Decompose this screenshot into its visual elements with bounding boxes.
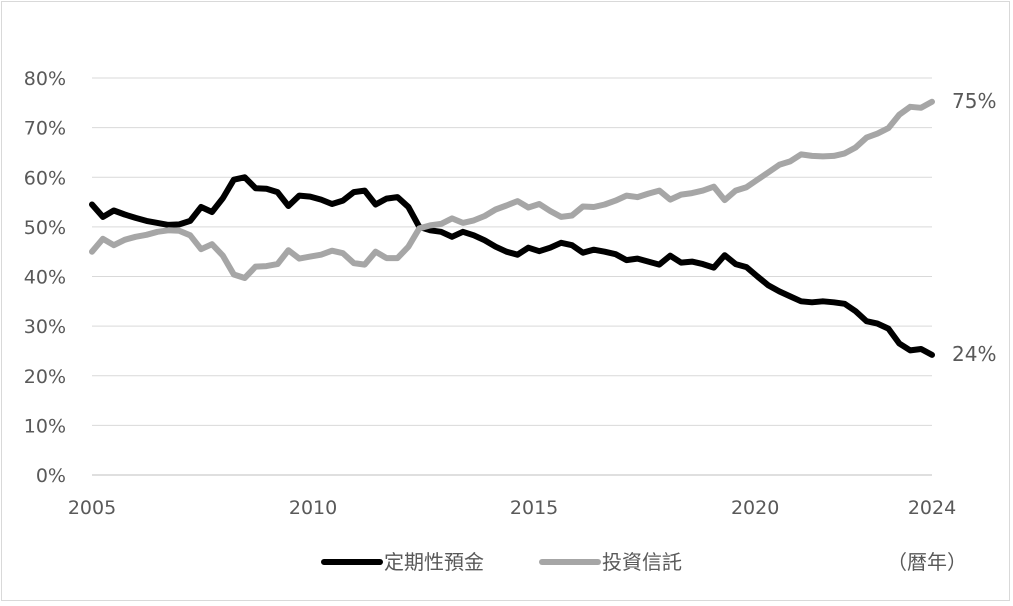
y-tick-label: 50%	[24, 217, 66, 239]
x-tick-label: 2005	[68, 497, 116, 519]
x-axis-unit-label: （暦年）	[887, 550, 967, 574]
series-end-label: 24%	[952, 342, 996, 366]
x-tick-label: 2020	[731, 497, 779, 519]
x-tick-label: 2024	[908, 497, 956, 519]
y-axis-ticks: 0% 10% 20% 30% 40% 50% 60% 70% 80%	[24, 68, 66, 487]
y-tick-label: 80%	[24, 68, 66, 90]
series-end-labels: 24% 75%	[952, 89, 996, 366]
legend: 定期性預金 投資信託	[321, 550, 682, 574]
y-tick-label: 20%	[24, 366, 66, 388]
x-tick-label: 2015	[510, 497, 558, 519]
legend-label: 定期性預金	[384, 550, 484, 574]
y-tick-label: 30%	[24, 316, 66, 338]
series-line-0	[89, 174, 935, 358]
x-tick-label: 2010	[289, 497, 337, 519]
y-tick-label: 60%	[24, 167, 66, 189]
series-line-1	[89, 98, 935, 281]
legend-label: 投資信託	[602, 550, 682, 574]
x-axis-ticks: 2005 2010 2015 2020 2024	[68, 497, 956, 519]
y-tick-label: 0%	[36, 465, 66, 487]
y-tick-label: 40%	[24, 267, 66, 289]
y-tick-label: 10%	[24, 415, 66, 437]
y-tick-label: 70%	[24, 118, 66, 140]
gridlines	[92, 77, 932, 476]
series-end-label: 75%	[952, 89, 996, 113]
series-lines	[89, 98, 935, 358]
